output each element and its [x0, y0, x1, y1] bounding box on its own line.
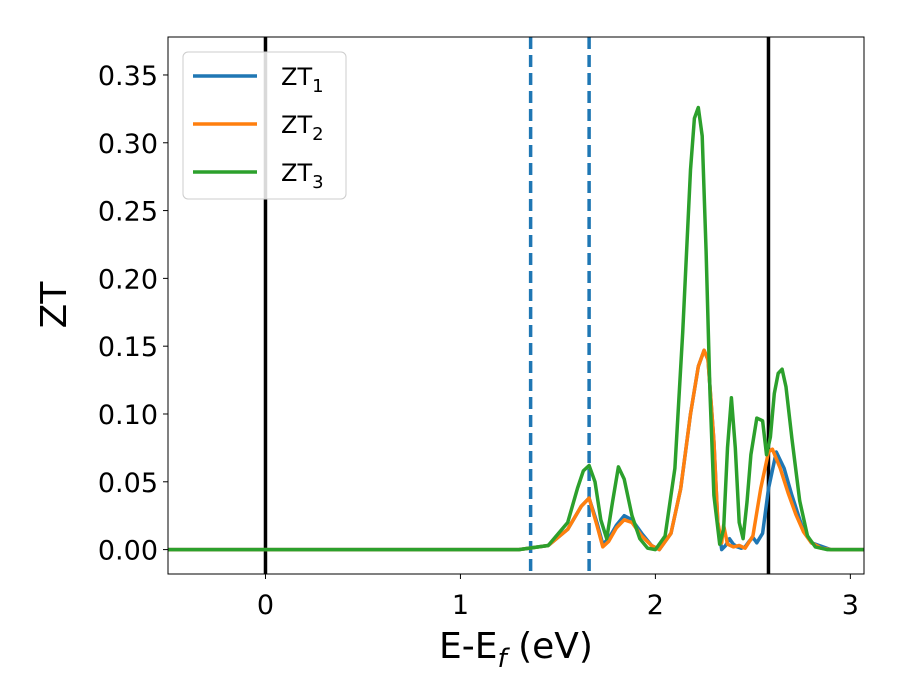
y-tick-label: 0.25 [98, 197, 158, 228]
legend-label-zt2: ZT2 [281, 111, 324, 145]
x-tick-label: 3 [842, 590, 859, 621]
x-axis-label: E-Ef (eV) [439, 626, 593, 674]
series-line-zt3 [168, 105, 864, 552]
legend-label-zt1: ZT1 [281, 63, 324, 97]
y-tick-label: 0.15 [98, 332, 158, 363]
y-tick-label: 0.00 [98, 536, 158, 567]
y-tick-label: 0.10 [98, 400, 158, 431]
legend-label-zt3: ZT3 [281, 159, 324, 193]
y-tick-label: 0.20 [98, 264, 158, 295]
x-tick-label: 1 [452, 590, 469, 621]
legend: ZT1 ZT2 ZT3 [182, 51, 347, 200]
y-tick-label: 0.35 [98, 61, 158, 92]
legend-box [182, 51, 347, 200]
y-tick-label: 0.30 [98, 129, 158, 160]
y-axis-ticks: 0.00 0.05 0.10 0.15 0.20 0.25 0.30 0.35 [98, 61, 168, 567]
x-tick-label: 0 [257, 590, 274, 621]
series-lines [168, 105, 864, 552]
plot-frame [167, 36, 865, 575]
x-axis-ticks: 0 1 2 3 [257, 574, 859, 621]
y-tick-label: 0.05 [98, 468, 158, 499]
y-axis-label: ZT [34, 281, 75, 329]
x-tick-label: 2 [647, 590, 664, 621]
